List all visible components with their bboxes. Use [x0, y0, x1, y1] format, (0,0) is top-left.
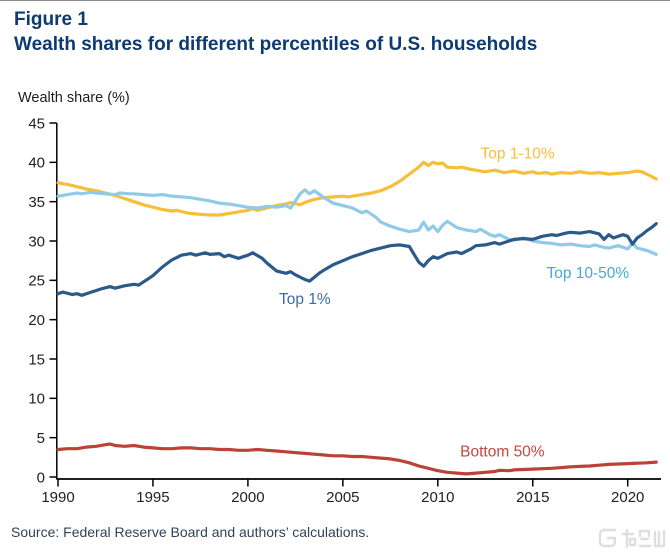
- x-tick-label: 2000: [231, 489, 264, 506]
- y-tick-label: 0: [37, 469, 45, 486]
- watermark-logo: [595, 525, 667, 558]
- x-tick-label: 2005: [326, 489, 359, 506]
- y-tick-label: 10: [28, 391, 45, 408]
- series-line-bottom-50: [56, 442, 658, 476]
- y-tick-label: 45: [28, 115, 45, 132]
- x-tick-label: 2020: [611, 489, 644, 506]
- y-tick-label: 35: [28, 194, 45, 211]
- x-tick-label: 1995: [136, 489, 169, 506]
- watermark-char-2: [638, 529, 652, 548]
- watermark-g-icon: [598, 528, 617, 548]
- y-tick-label: 15: [28, 351, 45, 368]
- watermark-char-1: [621, 528, 637, 549]
- figure-title: Wealth shares for different percentiles …: [14, 34, 538, 55]
- y-tick-label: 40: [28, 155, 45, 172]
- watermark-char-3: [653, 529, 666, 548]
- series-label-top-10-50: Top 10-50%: [546, 265, 629, 282]
- y-tick-label: 5: [37, 430, 45, 447]
- series-line-top-1-10: [56, 160, 658, 217]
- series-label-bottom-50: Bottom 50%: [460, 444, 545, 461]
- series-line-top-10-50: [56, 188, 658, 256]
- series-label-top-1-10: Top 1-10%: [481, 145, 555, 162]
- y-axis-title: Wealth share (%): [18, 90, 130, 106]
- figure-label: Figure 1: [14, 9, 88, 30]
- y-tick-label: 25: [28, 273, 45, 290]
- y-tick-label: 30: [28, 233, 45, 250]
- series-label-top-1: Top 1%: [279, 291, 331, 308]
- x-tick-label: 2010: [421, 489, 454, 506]
- series-line-top-1: [56, 222, 658, 297]
- y-tick-label: 20: [28, 312, 45, 329]
- source-note: Source: Federal Reserve Board and author…: [11, 524, 370, 540]
- x-tick-label: 1990: [41, 489, 74, 506]
- x-tick-label: 2015: [516, 489, 549, 506]
